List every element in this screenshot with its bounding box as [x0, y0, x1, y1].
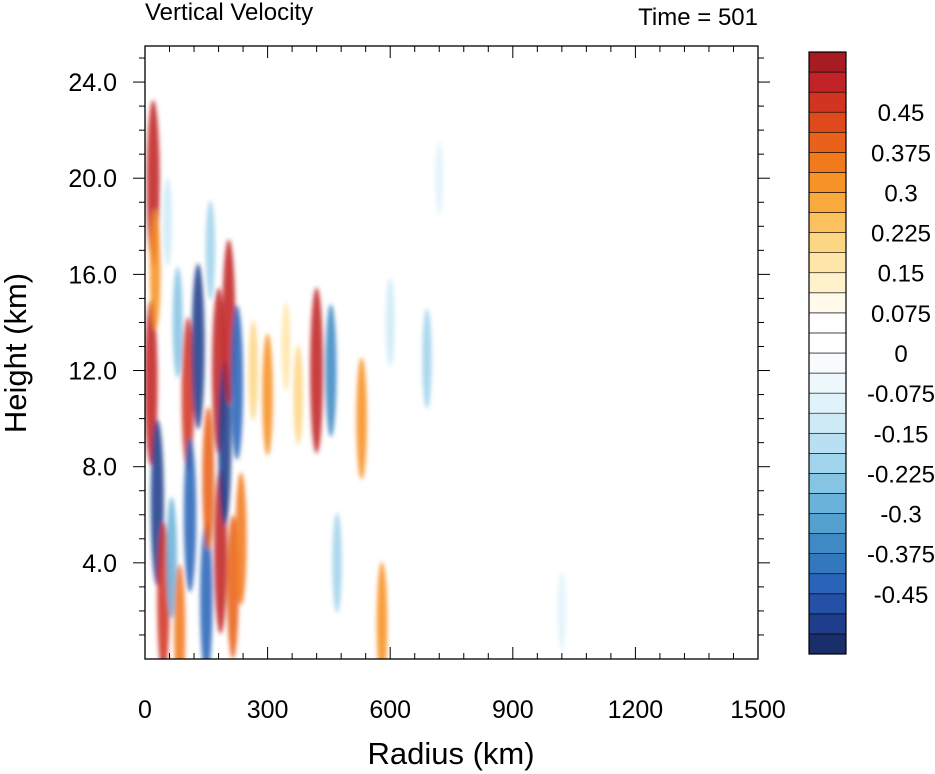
colorbar-swatch: [808, 613, 847, 635]
velocity-feature: [202, 406, 215, 551]
velocity-feature: [172, 267, 183, 378]
chart-subtitle: Time = 501: [638, 4, 758, 31]
x-tick-label: 900: [492, 696, 534, 724]
velocity-feature: [356, 357, 367, 480]
colorbar-swatch: [808, 131, 847, 153]
velocity-feature: [332, 512, 342, 613]
y-tick-label: 24.0: [68, 69, 117, 97]
y-tick-label: 4.0: [82, 550, 117, 578]
colorbar-frame: [808, 51, 847, 655]
velocity-feature: [145, 299, 158, 466]
colorbar-swatch: [808, 232, 847, 253]
velocity-feature: [183, 437, 197, 593]
colorbar-label: 0.3: [884, 181, 917, 208]
velocity-feature: [205, 200, 216, 301]
colorbar-swatch: [808, 453, 847, 474]
colorbar-swatch: [808, 212, 847, 233]
colorbar-swatch: [808, 111, 847, 133]
chart-title: Vertical Velocity: [145, 0, 313, 26]
colorbar-swatch: [808, 312, 847, 334]
colorbar-swatch: [808, 553, 847, 575]
colorbar-swatch: [808, 573, 847, 595]
velocity-feature: [422, 308, 432, 409]
colorbar-label: 0.375: [871, 140, 931, 167]
y-tick-label: 8.0: [82, 454, 117, 482]
colorbar-swatch: [808, 192, 847, 213]
colorbar-swatch: [808, 473, 847, 494]
x-tick-label: 300: [247, 696, 289, 724]
colorbar-swatch: [808, 372, 847, 394]
colorbar-labels: 0.45 0.375 0.3 0.225 0.15 0.075 0 -0.075 -0.15 -0…: [867, 100, 935, 609]
velocity-feature: [310, 287, 324, 454]
colorbar-label: -0.15: [874, 421, 929, 448]
colorbar-label: 0.075: [871, 301, 931, 328]
y-tick-label: 20.0: [68, 165, 117, 193]
colorbar-swatch: [808, 493, 847, 514]
x-tick-labels: 0 300 600 900 1200 1500: [138, 696, 786, 724]
plot-frame: [144, 45, 759, 660]
colorbar-swatch: [808, 352, 847, 374]
colorbar: [808, 51, 847, 655]
colorbar-swatch: [808, 292, 847, 314]
velocity-feature: [376, 561, 388, 659]
colorbar-label: -0.225: [867, 461, 935, 488]
colorbar-swatch: [808, 412, 847, 434]
colorbar-swatch: [808, 513, 847, 534]
velocity-field: [145, 46, 758, 659]
colorbar-swatch: [808, 533, 847, 554]
velocity-feature: [166, 497, 177, 619]
colorbar-swatch: [808, 51, 847, 73]
colorbar-label: -0.45: [874, 582, 929, 609]
velocity-feature: [181, 317, 195, 473]
colorbar-swatch: [808, 71, 847, 93]
colorbar-swatch: [808, 252, 847, 274]
velocity-feature: [435, 141, 444, 215]
colorbar-swatch: [808, 392, 847, 414]
colorbar-label: 0.225: [871, 221, 931, 248]
velocity-feature: [293, 344, 303, 445]
colorbar-swatch: [808, 332, 847, 354]
velocity-feature: [235, 472, 247, 606]
colorbar-swatch: [808, 432, 847, 454]
colorbar-label: 0.45: [878, 100, 925, 127]
velocity-feature: [230, 305, 244, 460]
colorbar-label: -0.3: [880, 502, 921, 529]
colorbar-label: -0.375: [867, 542, 935, 569]
colorbar-swatch: [808, 91, 847, 113]
x-tick-label: 1200: [608, 696, 664, 724]
colorbar-label: -0.075: [867, 381, 935, 408]
colorbar-swatch: [808, 593, 847, 615]
colorbar-swatch: [808, 633, 847, 655]
plot-background: [145, 46, 758, 659]
colorbar-swatch: [808, 152, 847, 173]
y-tick-label: 16.0: [68, 261, 117, 289]
velocity-feature: [174, 563, 186, 659]
y-axis-label: Height (km): [0, 273, 33, 433]
velocity-feature: [149, 208, 161, 331]
velocity-feature: [281, 302, 291, 391]
x-axis-label: Radius (km): [367, 736, 534, 771]
axis-ticks: [133, 46, 770, 659]
velocity-feature: [262, 333, 273, 456]
velocity-feature: [191, 263, 205, 430]
velocity-feature: [325, 304, 337, 437]
x-tick-label: 1500: [730, 696, 786, 724]
velocity-feature: [200, 521, 213, 659]
x-tick-label: 600: [369, 696, 411, 724]
y-tick-labels: 4.0 8.0 12.0 16.0 20.0 24.0: [68, 69, 117, 578]
colorbar-label: 0: [894, 341, 907, 368]
colorbar-swatch: [808, 272, 847, 294]
velocity-feature: [248, 320, 258, 421]
velocity-feature: [385, 278, 395, 367]
colorbar-label: 0.15: [878, 261, 925, 288]
y-tick-label: 12.0: [68, 358, 117, 386]
colorbar-swatch: [808, 172, 847, 193]
velocity-feature: [163, 177, 172, 266]
x-tick-label: 0: [138, 696, 152, 724]
velocity-feature: [557, 571, 566, 650]
